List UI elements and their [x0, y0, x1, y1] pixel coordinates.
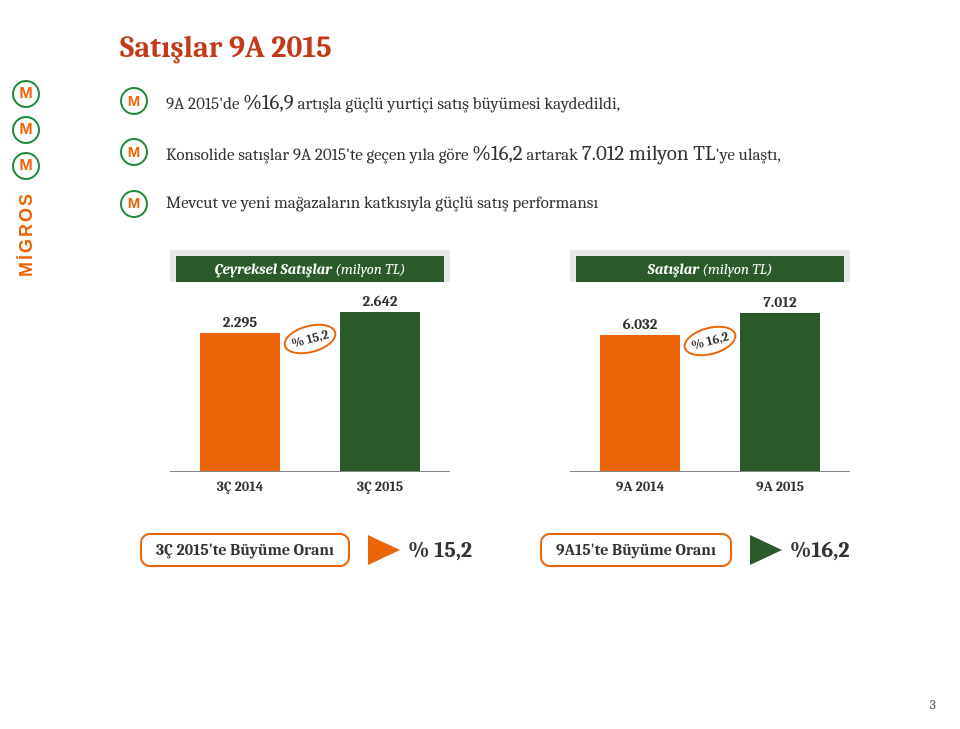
bar-value-label: 2.295	[223, 313, 257, 331]
arrow-right-icon	[750, 535, 782, 565]
x-tick-label: 3Ç 2015	[357, 478, 403, 495]
logo-bullet-icon: M	[12, 152, 40, 180]
bar-value-label: 6.032	[623, 315, 658, 333]
arrow-right-icon	[368, 535, 400, 565]
x-tick-label: 9A 2015	[756, 478, 804, 495]
bar-value-label: 7.012	[763, 293, 796, 311]
bullet-list: M 9A 2015'de %16,9 artışla güçlü yurtiçi …	[120, 89, 900, 220]
logo-brand-text: MİGROS	[16, 192, 37, 277]
bar-rect	[340, 312, 420, 471]
bar: 7.012	[740, 293, 820, 471]
footer-label: 3Ç 2015'te Büyüme Oranı	[140, 533, 350, 567]
footer-value: % 15,2	[408, 537, 472, 563]
growth-badge: % 15,2	[280, 319, 339, 360]
bullet-text: Mevcut ve yeni mağazaların katkısıyla gü…	[166, 192, 900, 216]
footer-label: 9A15'te Büyüme Oranı	[540, 533, 732, 567]
x-tick-label: 9A 2014	[616, 478, 664, 495]
bullet-text: Konsolide satışlar 9A 2015'te geçen yıla…	[166, 140, 900, 169]
bullet-item: M Mevcut ve yeni mağazaların katkısıyla g…	[120, 192, 900, 220]
bullet-item: M 9A 2015'de %16,9 artışla güçlü yurtiçi …	[120, 89, 900, 118]
bullet-icon: M	[120, 190, 148, 218]
bullet-item: M Konsolide satışlar 9A 2015'te geçen yıl…	[120, 140, 900, 169]
bar-rect	[200, 333, 280, 471]
chart-plot-area: 2.295 2.642 % 15,2	[170, 292, 450, 472]
logo-bullet-icon: M	[12, 80, 40, 108]
bar-chart: Satışlar (milyon TL) 6.032 7.012 % 16,2 9A 2…	[540, 250, 880, 495]
page-number: 3	[930, 696, 936, 713]
chart-title: Çeyreksel Satışlar (milyon TL)	[170, 250, 450, 282]
brand-logo: M M M MİGROS	[12, 80, 40, 277]
chart-title: Satışlar (milyon TL)	[570, 250, 850, 282]
x-axis: 9A 2014 9A 2015	[570, 478, 850, 495]
bullet-text: 9A 2015'de %16,9 artışla güçlü yurtiçi s…	[166, 89, 900, 118]
bar-chart: Çeyreksel Satışlar (milyon TL) 2.295 2.642…	[140, 250, 480, 495]
charts-row: Çeyreksel Satışlar (milyon TL) 2.295 2.642…	[140, 250, 900, 495]
footer-metric: 3Ç 2015'te Büyüme Oranı % 15,2	[140, 533, 480, 567]
bar: 2.642	[340, 292, 420, 471]
growth-badge: % 16,2	[680, 321, 739, 362]
footer-value: %16,2	[790, 537, 850, 563]
footer-row: 3Ç 2015'te Büyüme Oranı % 15,2 9A15'te Büy…	[140, 533, 900, 567]
bar-value-label: 2.642	[362, 292, 397, 310]
logo-bullet-icon: M	[12, 116, 40, 144]
footer-metric: 9A15'te Büyüme Oranı %16,2	[540, 533, 880, 567]
bullet-icon: M	[120, 138, 148, 166]
bullet-icon: M	[120, 87, 148, 115]
bar: 2.295	[200, 313, 280, 471]
x-tick-label: 3Ç 2014	[217, 478, 264, 495]
bar: 6.032	[600, 315, 680, 471]
bar-rect	[740, 313, 820, 471]
page-title: Satışlar 9A 2015	[120, 30, 900, 65]
x-axis: 3Ç 2014 3Ç 2015	[170, 478, 450, 495]
bar-rect	[600, 335, 680, 471]
chart-plot-area: 6.032 7.012 % 16,2	[570, 292, 850, 472]
slide: M M M MİGROS Satışlar 9A 2015 M 9A 2015'd…	[0, 0, 960, 729]
